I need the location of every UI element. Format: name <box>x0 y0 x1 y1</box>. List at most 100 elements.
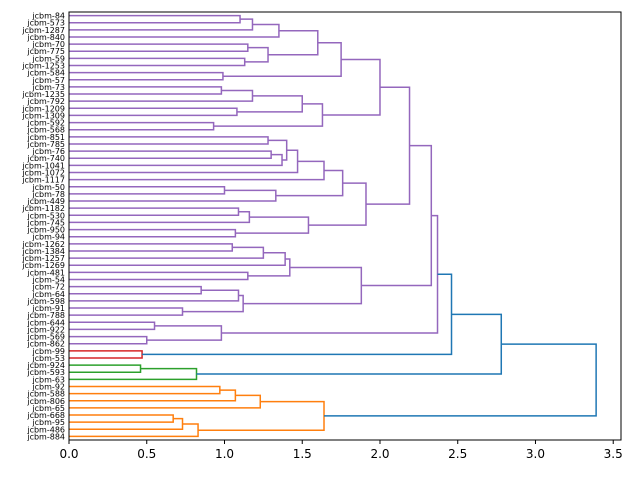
dendrogram-link <box>69 246 265 259</box>
dendrogram-link <box>69 350 143 359</box>
leaf-label: jcbm-95 <box>31 418 65 427</box>
dendrogram-link <box>69 150 272 159</box>
dendrogram-link <box>69 364 142 373</box>
x-tick-label: 2.0 <box>370 447 389 461</box>
dendrogram-link <box>69 57 246 67</box>
leaf-label: jcbm-1209 <box>21 104 65 113</box>
dendrogram-link <box>69 394 262 409</box>
leaf-label: jcbm-922 <box>26 325 65 334</box>
leaf-label: jcbm-94 <box>31 233 65 242</box>
leaf-label: jcbm-775 <box>26 47 65 56</box>
leaf-label: jcbm-1257 <box>21 254 65 263</box>
dendrogram-link <box>275 169 344 197</box>
plot-frame <box>68 11 622 441</box>
dendrogram-link <box>69 160 325 181</box>
leaf-label: jcbm-59 <box>31 54 65 63</box>
leaf-label: jcbm-840 <box>26 33 65 42</box>
leaf-label: jcbm-1384 <box>21 247 65 256</box>
x-tick-label: 1.0 <box>215 447 234 461</box>
dendrogram-link <box>69 18 254 31</box>
leaf-label: jcbm-1072 <box>21 169 65 178</box>
leaf-label: jcbm-924 <box>26 361 65 370</box>
dendrogram-link <box>69 71 224 81</box>
leaf-label: jcbm-73 <box>31 83 65 92</box>
leaf-label: jcbm-530 <box>26 211 65 220</box>
leaf-label: jcbm-1253 <box>21 62 65 71</box>
leaf-label: jcbm-91 <box>31 304 65 313</box>
dendrogram-link <box>221 214 439 334</box>
leaf-labels: jcbm-84jcbm-573jcbm-1287jcbm-840jcbm-70j… <box>21 12 65 442</box>
leaf-label: jcbm-84 <box>31 12 65 21</box>
dendrogram-link <box>69 86 223 95</box>
leaf-label: jcbm-806 <box>26 397 65 406</box>
dendrogram-link <box>69 14 241 24</box>
leaf-label: jcbm-584 <box>26 69 65 78</box>
dendrogram-link <box>365 86 411 205</box>
dendrogram-link <box>69 186 226 195</box>
leaf-label: jcbm-50 <box>31 183 65 192</box>
dendrogram-link <box>69 149 299 174</box>
leaf-label: jcbm-53 <box>31 354 65 363</box>
leaf-label: jcbm-481 <box>26 268 65 277</box>
leaf-label: jcbm-1262 <box>21 240 65 249</box>
dendrogram-link <box>361 144 433 287</box>
leaf-label: jcbm-598 <box>26 297 65 306</box>
dendrogram-link <box>69 43 249 52</box>
dendrogram-link <box>69 243 234 252</box>
leaf-label: jcbm-1287 <box>21 26 65 35</box>
dendrogram-link <box>69 417 184 431</box>
dendrogram-link <box>69 289 240 302</box>
x-tick-label: 0.0 <box>59 447 78 461</box>
dendrogram-link <box>324 343 597 417</box>
dendrogram-link <box>69 121 215 131</box>
dendrogram-link <box>235 216 310 234</box>
dendrogram-link <box>69 335 148 345</box>
dendrogram-link <box>69 89 254 102</box>
leaf-label: jcbm-569 <box>26 333 65 342</box>
dendrogram-link <box>69 271 249 281</box>
leaf-label: jcbm-950 <box>26 226 65 235</box>
dendrogram-link <box>69 153 283 167</box>
dendrogram-link <box>146 325 223 341</box>
leaf-label: jcbm-1182 <box>21 204 65 213</box>
leaf-label: jcbm-99 <box>31 347 65 356</box>
dendrogram-links <box>69 14 597 438</box>
dendrogram-link <box>196 313 503 375</box>
leaf-label: jcbm-568 <box>26 126 65 135</box>
leaf-label: jcbm-92 <box>31 383 65 392</box>
dendrogram-link <box>69 367 198 381</box>
x-tick-label: 1.5 <box>293 447 312 461</box>
dendrogram-link <box>69 228 237 238</box>
leaf-label: jcbm-745 <box>26 218 65 227</box>
leaf-label: jcbm-1269 <box>21 261 65 270</box>
x-axis: 0.0 0.5 1.0 1.5 2.0 2.5 3.0 3.5 <box>59 440 623 461</box>
x-tick-label: 0.5 <box>137 447 156 461</box>
dendrogram-link <box>69 107 238 117</box>
dendrogram-link <box>69 389 237 402</box>
dendrogram-link <box>247 258 291 277</box>
leaf-label: jcbm-64 <box>31 290 65 299</box>
leaf-label: jcbm-644 <box>26 318 65 327</box>
leaf-label: jcbm-1309 <box>21 111 65 120</box>
dendrogram-link <box>69 136 269 145</box>
leaf-label: jcbm-1235 <box>21 90 65 99</box>
leaf-label: jcbm-1041 <box>21 161 65 170</box>
dendrogram-link <box>268 29 319 56</box>
leaf-label: jcbm-588 <box>26 390 65 399</box>
dendrogram-link <box>69 285 202 295</box>
leaf-label: jcbm-78 <box>31 190 65 199</box>
leaf-label: jcbm-57 <box>31 76 65 85</box>
leaf-label: jcbm-740 <box>26 154 65 163</box>
leaf-label: jcbm-1117 <box>21 176 65 185</box>
leaf-label: jcbm-54 <box>31 276 65 285</box>
leaf-label: jcbm-851 <box>26 133 65 142</box>
dendrogram-link <box>236 95 303 113</box>
leaf-label: jcbm-785 <box>26 140 65 149</box>
leaf-label: jcbm-72 <box>31 283 65 292</box>
dendrogram-link <box>69 210 251 224</box>
leaf-label: jcbm-70 <box>31 40 65 49</box>
dendrogram-link <box>308 182 367 226</box>
dendrogram-link <box>69 23 280 38</box>
leaf-label: jcbm-593 <box>26 368 65 377</box>
leaf-label: jcbm-788 <box>26 311 65 320</box>
